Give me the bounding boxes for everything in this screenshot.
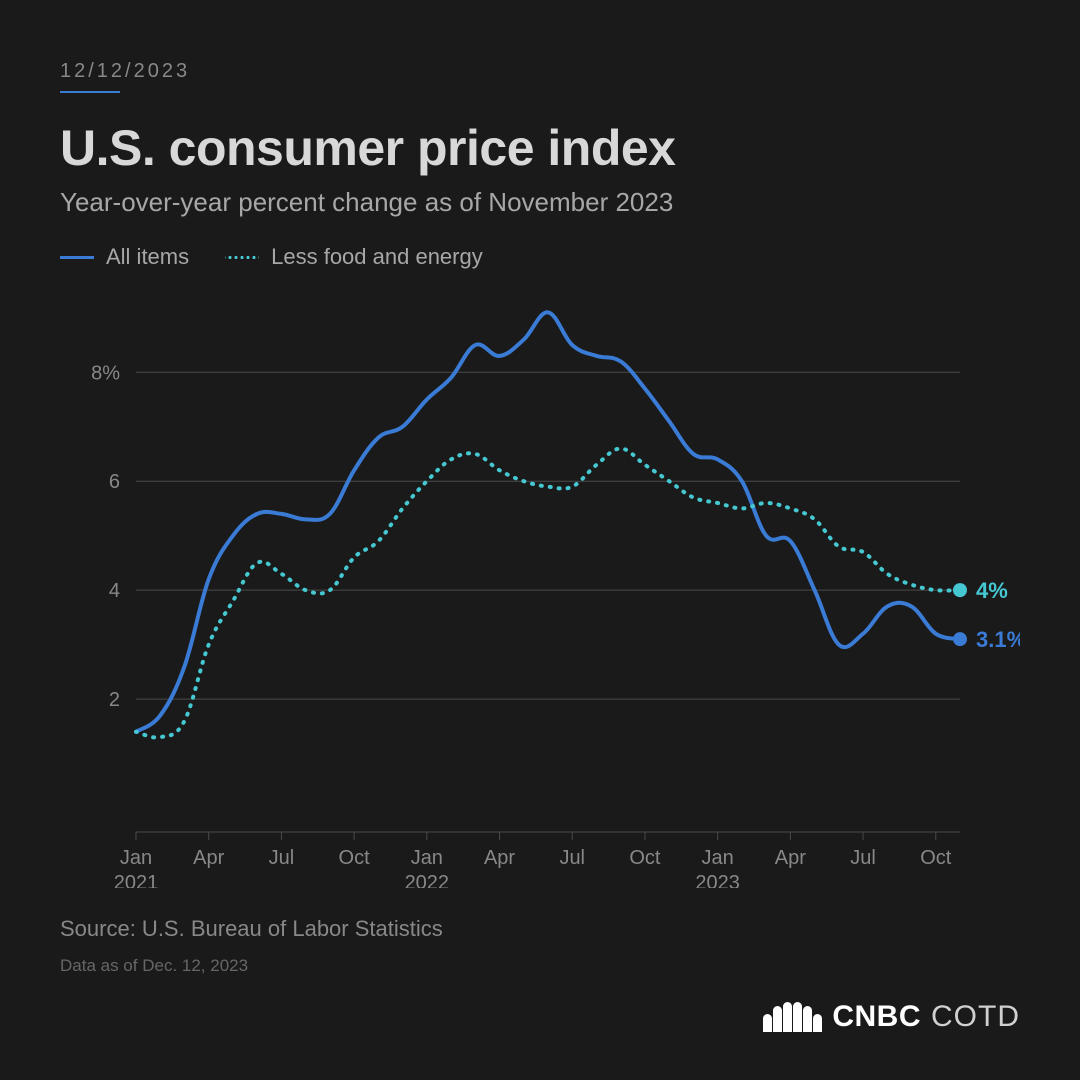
legend-swatch-solid — [60, 256, 94, 259]
chart-area: 2 4 6 8% Jan Apr Jul Oct Jan Apr Jul Oct Jan Apr Jul Oc… — [60, 288, 1020, 888]
svg-text:Jul: Jul — [269, 847, 295, 869]
legend-item-all-items: All items — [60, 244, 189, 270]
svg-text:6: 6 — [109, 471, 120, 493]
svg-text:Jan: Jan — [120, 847, 152, 869]
svg-text:4%: 4% — [976, 578, 1008, 603]
svg-text:Jul: Jul — [850, 847, 876, 869]
brand-bold-text: CNBC — [832, 1000, 921, 1034]
header-underline — [60, 91, 120, 93]
svg-text:Oct: Oct — [339, 847, 371, 869]
svg-text:Jul: Jul — [559, 847, 585, 869]
legend-label: Less food and energy — [271, 244, 483, 270]
svg-text:2023: 2023 — [695, 872, 740, 888]
chart-card: 12/12/2023 U.S. consumer price index Yea… — [0, 0, 1080, 1080]
chart-subtitle: Year-over-year percent change as of Nove… — [60, 187, 1020, 218]
svg-text:2: 2 — [109, 689, 120, 711]
svg-text:Jan: Jan — [702, 847, 734, 869]
data-as-of-text: Data as of Dec. 12, 2023 — [60, 956, 1020, 976]
legend-label: All items — [106, 244, 189, 270]
source-text: Source: U.S. Bureau of Labor Statistics — [60, 916, 1020, 942]
peacock-icon — [763, 1002, 822, 1032]
brand-light-text: COTD — [931, 1000, 1020, 1034]
line-chart-svg: 2 4 6 8% Jan Apr Jul Oct Jan Apr Jul Oct Jan Apr Jul Oc… — [60, 288, 1020, 888]
svg-text:8%: 8% — [91, 362, 120, 384]
svg-text:2022: 2022 — [405, 872, 450, 888]
svg-text:Jan: Jan — [411, 847, 443, 869]
svg-text:2021: 2021 — [114, 872, 159, 888]
chart-title: U.S. consumer price index — [60, 119, 1020, 177]
svg-text:4: 4 — [109, 580, 120, 602]
svg-text:3.1%: 3.1% — [976, 627, 1020, 652]
svg-text:Apr: Apr — [193, 847, 224, 869]
svg-text:Apr: Apr — [484, 847, 515, 869]
svg-text:Apr: Apr — [775, 847, 806, 869]
legend-swatch-dotted — [225, 256, 259, 259]
svg-text:Oct: Oct — [920, 847, 952, 869]
legend: All items Less food and energy — [60, 244, 1020, 270]
header-date: 12/12/2023 — [60, 60, 1020, 83]
brand-logo: CNBC COTD — [763, 1000, 1020, 1034]
svg-text:Oct: Oct — [629, 847, 661, 869]
legend-item-core: Less food and energy — [225, 244, 483, 270]
